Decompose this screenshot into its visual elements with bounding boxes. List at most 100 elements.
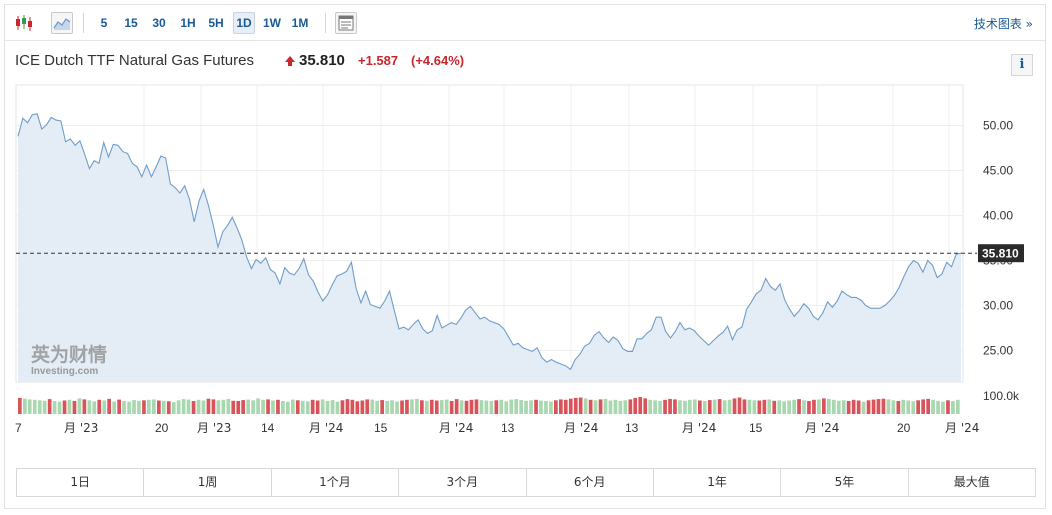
interval-1d[interactable]: 1D xyxy=(233,12,255,34)
volume-bar xyxy=(390,400,394,414)
volume-bar xyxy=(782,401,786,415)
volume-bar xyxy=(300,400,305,414)
technical-chart-link[interactable]: 技术图表 » xyxy=(973,17,1033,31)
volume-bar xyxy=(757,400,762,414)
area-chart-icon[interactable] xyxy=(51,12,73,34)
volume-bar xyxy=(663,399,667,414)
volume-bar xyxy=(598,399,603,414)
volume-bar xyxy=(429,399,434,414)
period-1-month[interactable]: 1个月 xyxy=(272,469,400,496)
volume-bar xyxy=(196,399,201,414)
x-tick-label: 7 xyxy=(15,421,22,435)
x-tick-label: 月 '23 xyxy=(64,421,98,435)
interval-5[interactable]: 5 xyxy=(100,16,108,30)
price-change: +1.587 xyxy=(358,53,399,68)
interval-30[interactable]: 30 xyxy=(152,16,166,30)
volume-bar xyxy=(797,399,801,414)
volume-bar xyxy=(678,400,682,414)
period-3-months[interactable]: 3个月 xyxy=(399,469,527,496)
watermark-brand-en: Investing.com xyxy=(31,366,98,377)
volume-bar xyxy=(891,400,896,414)
period-1-day[interactable]: 1日 xyxy=(17,469,145,496)
volume-bar xyxy=(370,399,375,414)
volume-bar xyxy=(434,400,439,414)
volume-bar xyxy=(812,399,816,414)
period-1-year[interactable]: 1年 xyxy=(654,469,782,496)
volume-bar xyxy=(856,400,861,414)
volume-bar xyxy=(385,401,389,414)
info-button[interactable]: i xyxy=(1011,54,1033,76)
interval-1m[interactable]: 1M xyxy=(291,16,309,30)
volume-bar xyxy=(211,399,216,414)
volume-bar xyxy=(117,399,121,414)
x-tick-label: 月 '24 xyxy=(945,421,979,435)
volume-bar xyxy=(832,399,836,414)
volume-bar xyxy=(931,399,935,414)
x-tick-label: 月 '24 xyxy=(439,421,473,435)
watermark-brand-cn: 英为财情 xyxy=(31,343,107,366)
volume-bar xyxy=(251,400,255,414)
x-tick-label: 15 xyxy=(749,421,763,435)
period-5-years[interactable]: 5年 xyxy=(781,469,909,496)
volume-bar xyxy=(871,399,876,414)
period-max[interactable]: 最大值 xyxy=(953,475,990,489)
x-tick-label: 月 '23 xyxy=(197,421,231,435)
volume-bar xyxy=(425,400,429,414)
volume-bar xyxy=(92,401,97,415)
volume-bar xyxy=(256,398,260,414)
volume-bar xyxy=(18,397,22,414)
volume-bar xyxy=(727,399,732,414)
volume-bar xyxy=(142,400,146,414)
volume-bar xyxy=(355,401,360,415)
volume-bar xyxy=(281,401,285,414)
volume-bar xyxy=(683,400,687,414)
volume-bar xyxy=(911,401,916,415)
volume-bar xyxy=(618,401,623,414)
volume-axis-label: 100.0k xyxy=(983,389,1020,403)
volume-bar xyxy=(310,399,315,414)
volume-bar xyxy=(32,399,37,414)
volume-bar xyxy=(866,400,871,414)
interval-1w[interactable]: 1W xyxy=(263,16,281,30)
x-tick-label: 月 '24 xyxy=(805,421,839,435)
period-1-week[interactable]: 1周 xyxy=(144,469,272,496)
volume-bar xyxy=(861,401,866,414)
volume-bar xyxy=(568,398,573,414)
volume-bar xyxy=(340,400,345,414)
volume-bar xyxy=(295,400,300,414)
volume-bar xyxy=(147,399,151,414)
volume-bar xyxy=(27,399,32,414)
volume-bar xyxy=(633,397,638,414)
volume-bar xyxy=(638,397,643,414)
volume-bar xyxy=(112,401,116,414)
volume-bar xyxy=(420,400,424,414)
volume-bar xyxy=(841,400,846,414)
volume-bar xyxy=(658,401,662,414)
volume-bar xyxy=(742,399,747,414)
volume-bar xyxy=(291,399,295,414)
volume-bar xyxy=(77,398,82,414)
volume-bar xyxy=(157,400,161,414)
period-6-months[interactable]: 6个月 xyxy=(527,469,654,496)
toolbar-divider xyxy=(83,13,84,33)
volume-bar xyxy=(707,400,712,414)
volume-bar xyxy=(896,401,901,414)
price-change-percent: (+4.64%) xyxy=(411,53,465,68)
volume-bar xyxy=(325,401,330,414)
volume-bar xyxy=(732,398,737,414)
volume-bar xyxy=(380,400,384,414)
chart-toolbar: 5 15 30 1H 5H 1D 1W 1M 技术图表 » xyxy=(5,5,1045,41)
interval-1h[interactable]: 1H xyxy=(180,16,196,30)
volume-bar xyxy=(186,399,191,414)
interval-15[interactable]: 15 xyxy=(124,16,138,30)
volume-bar xyxy=(524,400,528,414)
volume-bar xyxy=(504,401,509,415)
candlestick-chart-icon[interactable] xyxy=(13,12,35,34)
volume-bar xyxy=(375,400,379,414)
interval-5h[interactable]: 5H xyxy=(208,16,224,30)
volume-bar xyxy=(827,398,831,414)
data-table-icon[interactable] xyxy=(335,12,357,34)
volume-bar xyxy=(261,399,265,414)
